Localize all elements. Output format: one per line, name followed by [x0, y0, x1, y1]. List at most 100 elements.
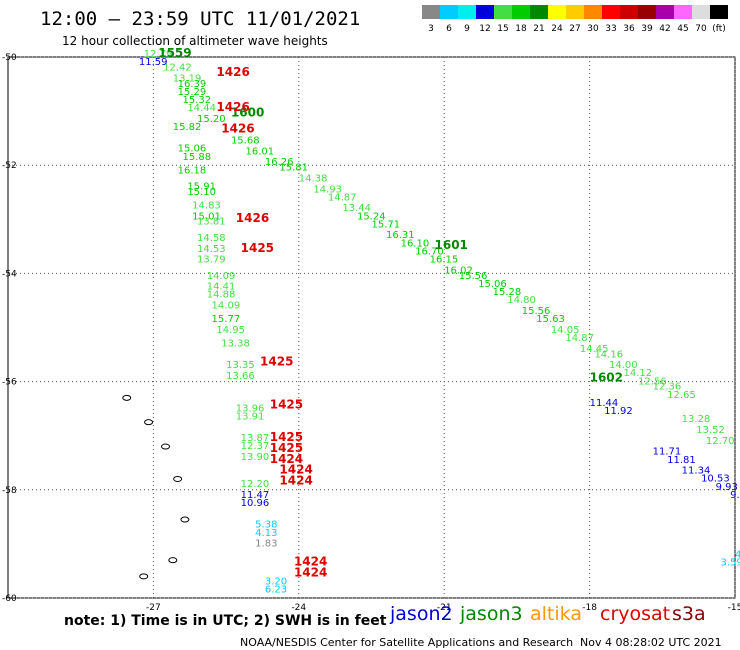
- wave-height-label: 13.38: [221, 338, 250, 349]
- wave-height-label: 14.12: [624, 368, 653, 379]
- colorbar-swatch: [422, 5, 440, 19]
- colorbar-swatch: [440, 5, 458, 19]
- wave-height-label: 14.83: [192, 200, 221, 211]
- colorbar-swatch: [638, 5, 656, 19]
- wave-height-label: 15.32: [182, 95, 211, 106]
- colorbar-swatch: [584, 5, 602, 19]
- wave-height-label: 15.77: [212, 314, 241, 325]
- wave-height-label: 12.20: [241, 479, 270, 490]
- wave-height-label: 3.20: [265, 576, 287, 587]
- wave-height-label: 14.41: [207, 282, 236, 293]
- colorbar-label: 3: [428, 24, 434, 34]
- wave-height-label: 4: [735, 549, 740, 560]
- wave-height-label: 16.39: [178, 79, 207, 90]
- wave-height-label: 13.79: [197, 255, 226, 266]
- y-tick-label: -54: [2, 269, 17, 279]
- colorbar-swatch: [674, 5, 692, 19]
- wave-height-label: 16.26: [265, 157, 294, 168]
- map-subtitle: 12 hour collection of altimeter wave hei…: [62, 34, 328, 48]
- wave-height-label: 14.95: [216, 325, 245, 336]
- wave-height-label: 13.87: [241, 433, 270, 444]
- wave-height-label: 15.81: [279, 163, 308, 174]
- wave-height-label: 15.06: [178, 144, 207, 155]
- track-time-label: 1425: [270, 430, 303, 444]
- island-outline: [168, 557, 178, 564]
- wave-height-label: 16.31: [386, 230, 415, 241]
- track-time-label: 1426: [236, 211, 269, 225]
- wave-height-label: 16.02: [444, 265, 473, 276]
- wave-height-label: 14.87: [565, 333, 594, 344]
- wave-height-label: 3.59: [720, 558, 740, 569]
- wave-height-label: 14.45: [580, 344, 609, 355]
- y-tick-label: -56: [2, 378, 17, 388]
- track-time-label: 1425: [241, 241, 274, 255]
- colorbar-label: 21: [533, 24, 544, 34]
- data-labels: 12.79 12.4213.1916.3915.2915.3214.4415.20…: [139, 46, 740, 596]
- wave-height-label: 14.53: [197, 244, 226, 255]
- track-time-label: 1559: [158, 46, 191, 60]
- wave-height-label: 12.42: [163, 63, 192, 74]
- colorbar-label: 39: [641, 24, 653, 34]
- wave-height-label: 12.37: [241, 441, 270, 452]
- track-time-label: 1601: [435, 238, 468, 252]
- wave-height-label: 16.18: [178, 165, 207, 176]
- wave-height-label: 14.80: [507, 295, 536, 306]
- wave-height-label: 14.87: [328, 192, 357, 203]
- wave-height-label: 13.90: [241, 452, 270, 463]
- wave-height-label: 13.52: [696, 425, 725, 436]
- wave-height-label: 14.58: [197, 233, 226, 244]
- legend-cryosat: cryosat: [600, 603, 671, 625]
- wave-height-label: 12.65: [667, 390, 696, 401]
- colorbar-label: 36: [623, 24, 635, 34]
- track-time-label: 1425: [260, 354, 293, 368]
- x-tick-label: -27: [146, 603, 161, 613]
- wave-height-label: 6.23: [265, 585, 287, 596]
- island-outline: [161, 443, 171, 450]
- wave-height-label: 14.16: [594, 349, 623, 360]
- wave-height-label: 13.28: [682, 414, 711, 425]
- wave-height-label: 13.81: [197, 217, 226, 228]
- wave-height-label: 15.63: [536, 314, 565, 325]
- colorbar-label: 24: [551, 24, 563, 34]
- wave-height-label: 15.06: [478, 279, 507, 290]
- colorbar-swatch: [620, 5, 638, 19]
- wave-height-label: 12.79: [144, 49, 173, 60]
- x-tick-label: -24: [291, 603, 306, 613]
- wave-height-label: 13.35: [226, 360, 255, 371]
- colorbar-label: 42: [659, 24, 670, 34]
- legend-altika: altika: [530, 603, 582, 625]
- wave-height-label: 11.92: [604, 406, 633, 417]
- colorbar-swatch: [458, 5, 476, 19]
- island-outline: [144, 419, 154, 426]
- wave-height-label: 15.24: [357, 211, 386, 222]
- wave-height-label: 10.96: [241, 498, 270, 509]
- wave-height-label: 9.00: [730, 490, 740, 501]
- wave-height-label: 15.91: [187, 182, 216, 193]
- island-outline: [122, 394, 132, 401]
- y-tick-label: -60: [2, 594, 17, 604]
- wave-height-label: 15.71: [372, 219, 401, 230]
- track-time-label: 1425: [270, 441, 303, 455]
- wave-height-label: 16.10: [401, 238, 430, 249]
- track-time-label: 1600: [231, 106, 264, 120]
- wave-height-label: 13.91: [236, 411, 265, 422]
- footer-note: note: 1) Time is in UTC; 2) SWH is in fe…: [64, 613, 387, 629]
- colorbar-label: 70: [695, 24, 707, 34]
- island-outline: [173, 475, 183, 482]
- wave-height-label: 11.71: [653, 447, 682, 458]
- track-time-label: 1424: [270, 452, 303, 466]
- colorbar-swatch: [476, 5, 494, 19]
- plot-frame: [7, 56, 736, 599]
- x-tick-label: -15: [728, 603, 740, 613]
- wave-height-label: 14.00: [609, 360, 638, 371]
- wave-height-label: 12.36: [653, 382, 682, 393]
- legend-jason2: jason2: [390, 603, 453, 625]
- y-tick-label: -52: [2, 161, 17, 171]
- colorbar-label: 33: [605, 24, 616, 34]
- wave-height-label: 16.70: [415, 246, 444, 257]
- wave-height-label: 11.59: [139, 57, 168, 68]
- colorbar-label: (ft): [712, 24, 726, 34]
- wave-height-label: 11.44: [590, 398, 619, 409]
- track-time-label: 1425: [270, 398, 303, 412]
- wave-height-label: 13.96: [236, 403, 265, 414]
